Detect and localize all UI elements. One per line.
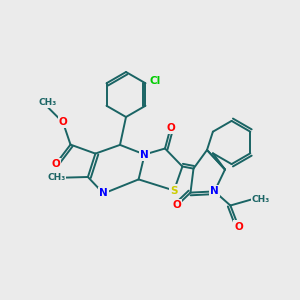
Text: S: S xyxy=(170,185,178,196)
Text: N: N xyxy=(140,149,149,160)
Text: CH₃: CH₃ xyxy=(47,173,65,182)
Text: Cl: Cl xyxy=(149,76,161,86)
Text: N: N xyxy=(210,186,219,197)
Text: O: O xyxy=(166,123,175,134)
Text: CH₃: CH₃ xyxy=(251,195,270,204)
Text: O: O xyxy=(58,117,68,128)
Text: O: O xyxy=(234,221,243,232)
Text: CH₃: CH₃ xyxy=(39,98,57,107)
Text: O: O xyxy=(51,159,60,170)
Text: N: N xyxy=(99,188,108,199)
Text: O: O xyxy=(172,200,182,211)
